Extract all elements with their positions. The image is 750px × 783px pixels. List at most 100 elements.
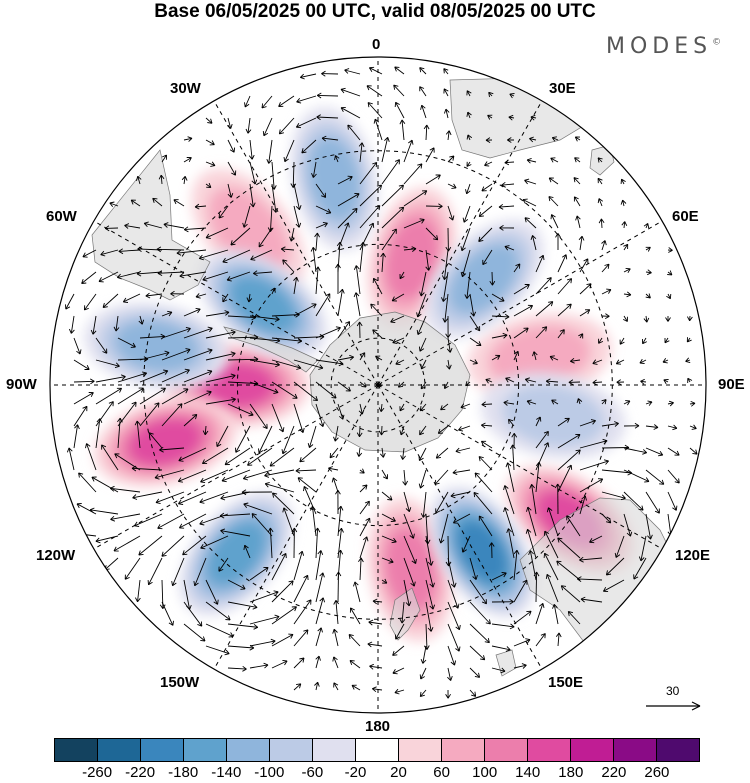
wind-arrow <box>575 215 581 229</box>
wind-arrow <box>667 491 678 511</box>
wind-arrow <box>314 527 321 559</box>
wind-arrow <box>271 359 302 370</box>
wind-arrow <box>489 271 496 286</box>
wind-arrow <box>620 178 626 185</box>
wind-arrow <box>469 579 487 605</box>
wind-arrow <box>114 453 141 471</box>
wind-arrow <box>554 483 561 515</box>
wind-arrow <box>227 403 254 417</box>
wind-arrow <box>623 469 650 483</box>
wind-arrow <box>465 183 471 195</box>
wind-arrow <box>419 271 427 297</box>
wind-arrow <box>329 447 339 459</box>
wind-arrow <box>315 655 321 669</box>
wind-arrow <box>420 104 427 119</box>
wind-arrow <box>640 378 647 385</box>
wind-arrow <box>573 196 581 207</box>
wind-arrow <box>687 315 693 322</box>
wind-arrow <box>379 447 386 458</box>
lon-label-0: 0 <box>372 36 381 53</box>
lon-label-150e: 150E <box>548 674 584 691</box>
wind-arrow <box>425 227 439 241</box>
colorbar-swatch <box>528 739 571 761</box>
wind-arrow <box>469 623 490 644</box>
positive-anomaly-center <box>93 397 237 487</box>
wind-arrow <box>82 249 97 258</box>
wind-arrow <box>381 206 405 229</box>
wind-arrow <box>399 403 405 412</box>
wind-arrow <box>130 199 141 207</box>
wind-arrow <box>332 656 339 669</box>
wind-arrow <box>513 284 530 295</box>
wind-arrow <box>392 667 405 675</box>
wind-arrow <box>645 447 664 457</box>
wind-arrow <box>667 424 678 431</box>
wind-arrow <box>601 421 619 427</box>
wind-arrow <box>557 449 581 471</box>
colorbar-swatch <box>98 739 141 761</box>
wind-arrow <box>337 207 358 229</box>
wind-arrow <box>381 557 394 564</box>
wind-arrow <box>109 485 141 493</box>
wind-arrow <box>205 139 215 146</box>
wind-arrow <box>623 491 644 511</box>
wind-arrow <box>155 491 185 505</box>
wind-arrow <box>201 447 229 465</box>
colorbar-tick-label: 60 <box>433 764 450 781</box>
lon-label-120w: 120W <box>36 547 76 564</box>
wind-arrow <box>452 469 471 476</box>
wind-arrow <box>315 550 324 581</box>
wind-arrow <box>157 270 185 276</box>
wind-arrow <box>513 263 521 273</box>
colorbar-swatch <box>55 739 98 761</box>
wind-arrow <box>543 530 559 559</box>
lon-label-60e: 60E <box>672 208 699 225</box>
wind-arrow <box>623 400 631 406</box>
wind-arrow <box>530 235 537 251</box>
wind-arrow <box>315 627 323 647</box>
lon-label-30w: 30W <box>170 80 201 97</box>
wind-arrow <box>244 95 251 108</box>
wind-arrow <box>173 199 185 207</box>
wind-arrow <box>161 601 174 626</box>
wind-arrow <box>368 619 383 626</box>
reference-vector <box>646 701 701 711</box>
wind-arrow <box>543 552 559 581</box>
wind-arrow <box>589 535 603 544</box>
wind-arrow <box>469 645 486 661</box>
wind-arrow <box>89 507 119 515</box>
wind-arrow <box>367 102 383 119</box>
wind-arrow <box>579 459 609 471</box>
colorbar-tick-label: -20 <box>344 764 367 781</box>
wind-arrow <box>373 118 383 141</box>
wind-arrow <box>597 157 603 163</box>
wind-arrow <box>73 405 88 427</box>
wind-arrow <box>460 227 471 252</box>
wind-arrow <box>445 130 452 141</box>
wind-arrow <box>224 447 251 466</box>
wind-arrow <box>227 161 237 176</box>
wind-arrow <box>545 378 559 385</box>
wind-arrow <box>530 114 537 121</box>
wind-arrow <box>440 403 449 411</box>
wind-arrow <box>147 557 163 586</box>
wind-arrow <box>667 400 674 407</box>
wind-arrow <box>271 580 294 603</box>
wind-arrow <box>645 424 659 430</box>
wind-arrow <box>597 198 604 207</box>
wind-arrow <box>491 572 507 581</box>
wind-arrow <box>469 601 491 625</box>
wind-arrow <box>616 379 625 385</box>
wind-arrow <box>466 161 472 167</box>
wind-arrow <box>249 359 280 368</box>
wind-arrow <box>314 232 320 251</box>
wind-arrow <box>220 491 251 501</box>
lon-label-90e: 90E <box>718 376 745 393</box>
wind-arrow <box>271 311 300 318</box>
wind-arrow <box>271 403 285 433</box>
wind-arrow <box>359 241 366 273</box>
wind-arrow <box>293 550 305 581</box>
wind-arrow <box>435 447 449 459</box>
wind-arrow <box>242 469 273 481</box>
wind-arrow <box>464 271 471 299</box>
